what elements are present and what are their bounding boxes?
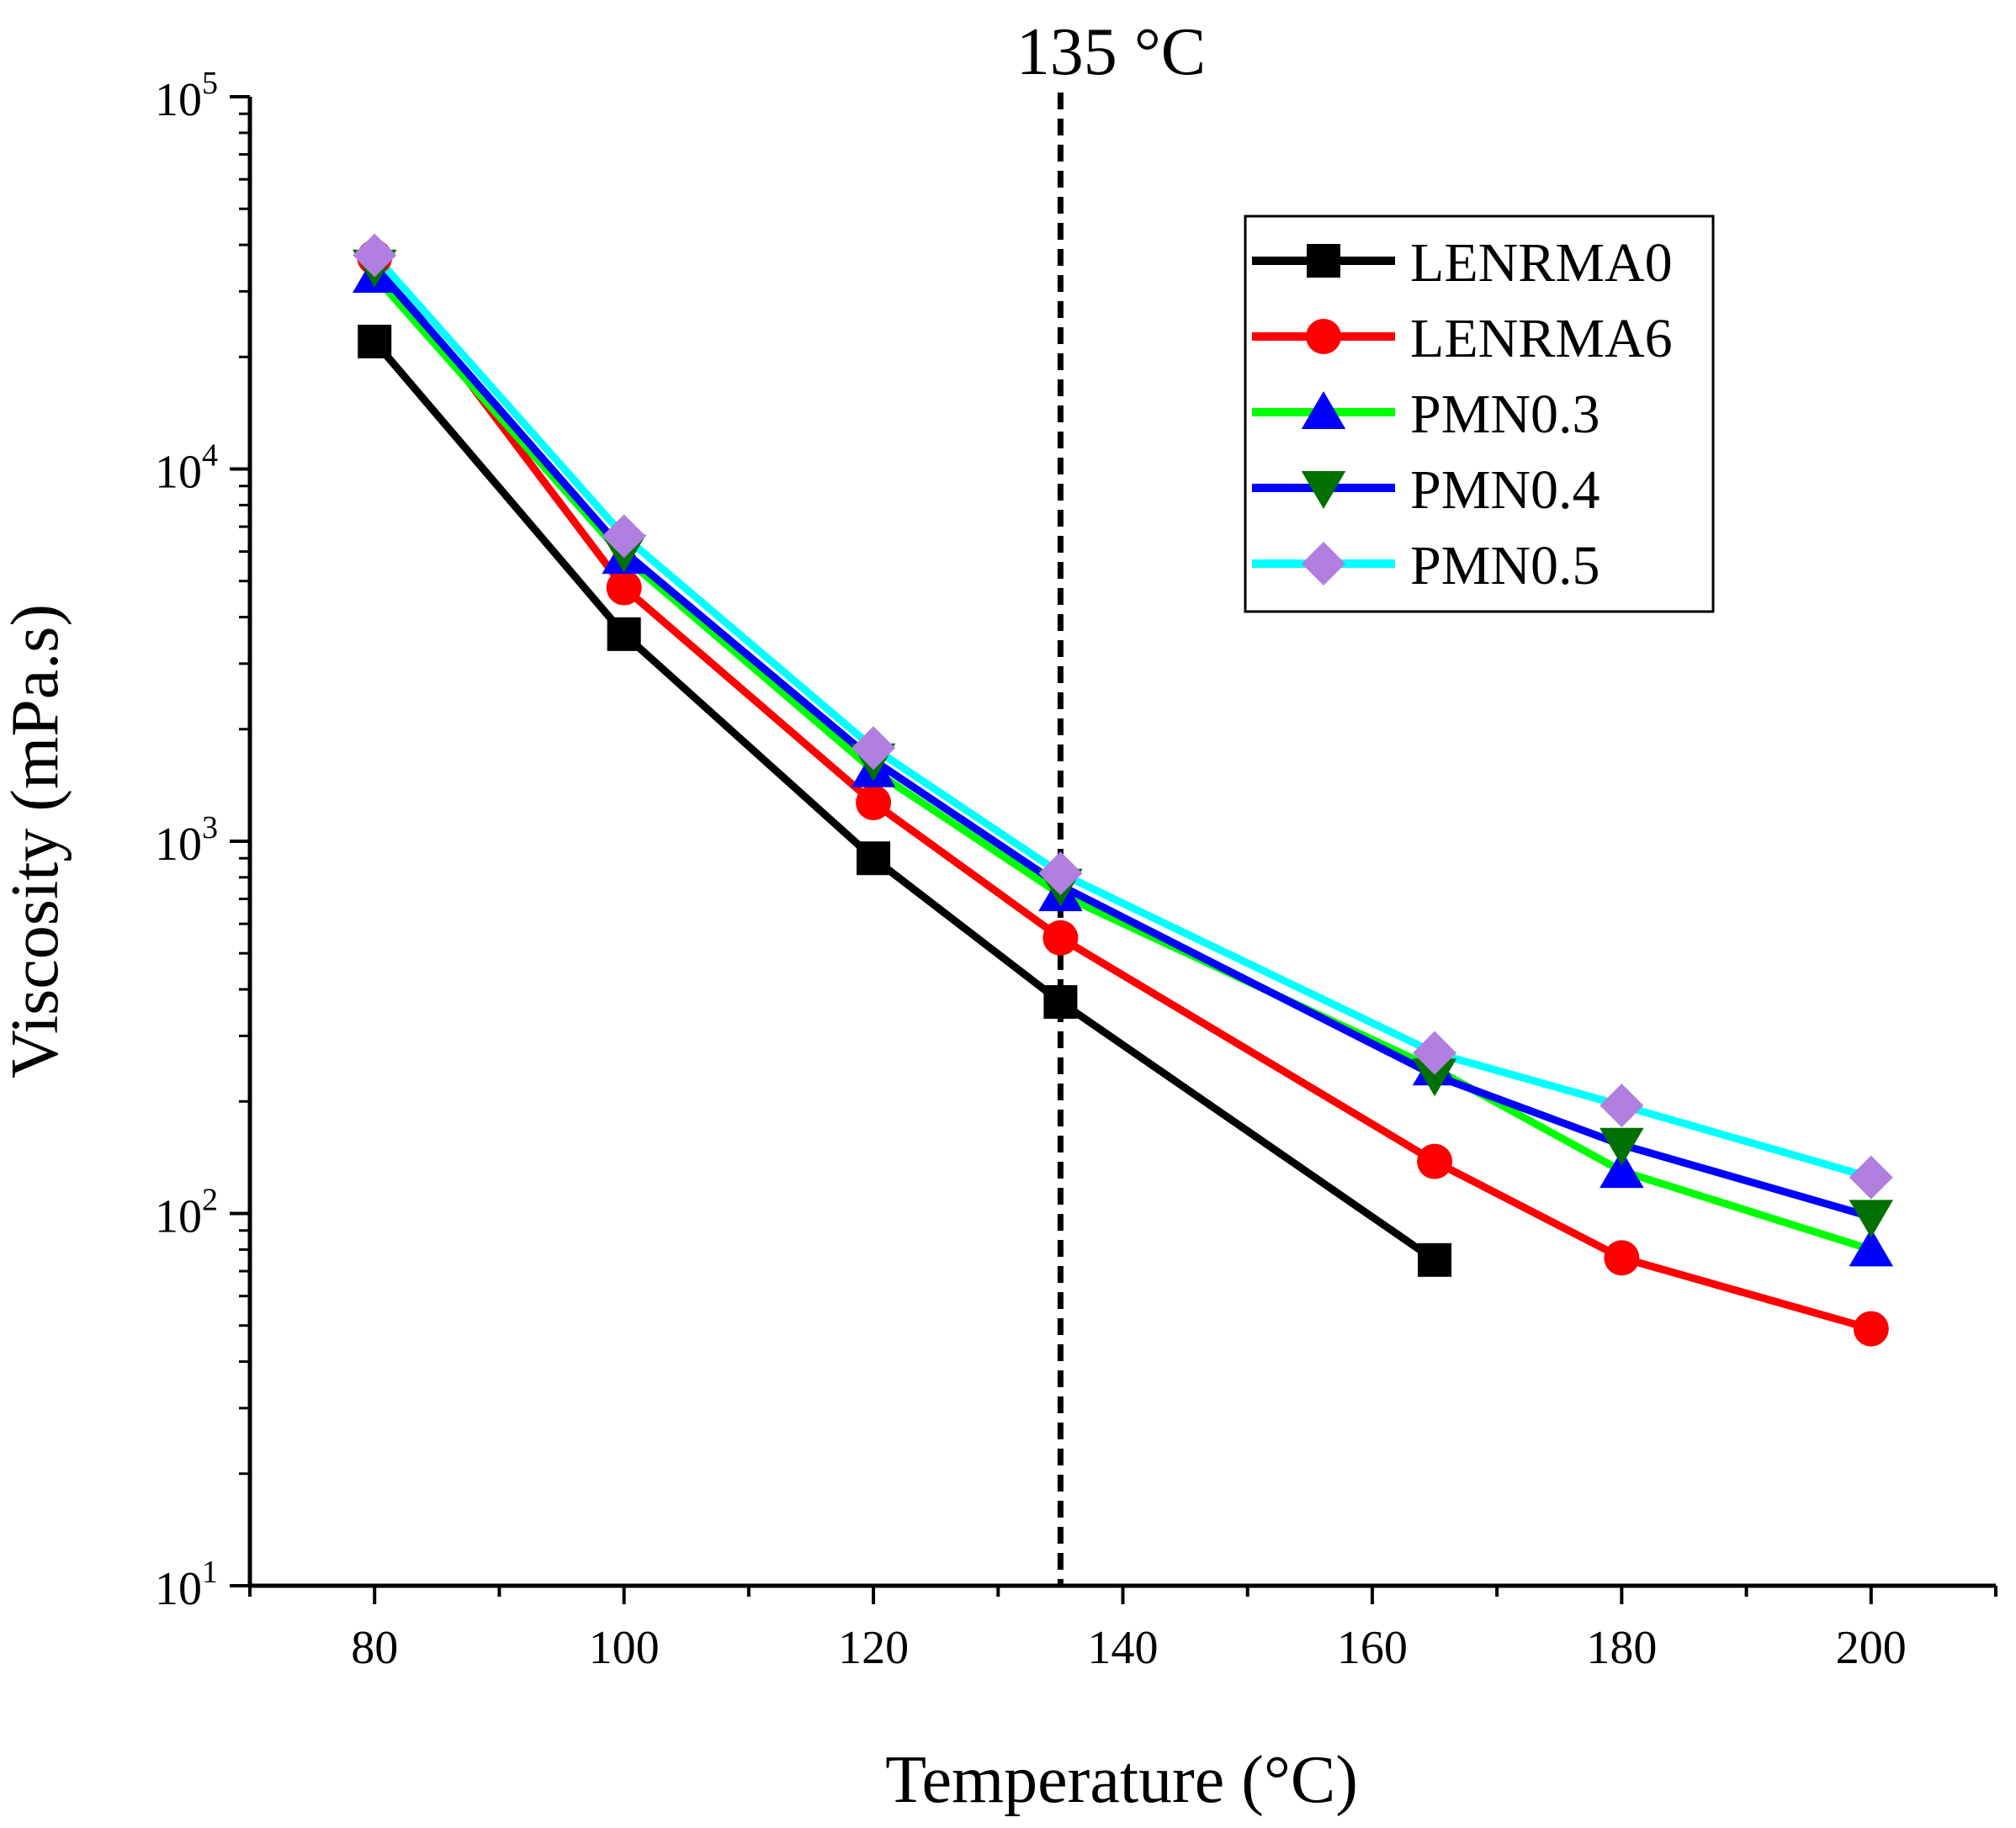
x-tick-label: 80 — [351, 1622, 398, 1674]
data-point-lenrma0 — [358, 324, 392, 358]
legend-marker — [1302, 542, 1345, 585]
data-point-lenrma0 — [1043, 985, 1078, 1020]
y-tick-label: 103 — [155, 810, 218, 871]
legend-label: LENRMA0 — [1410, 232, 1673, 294]
reference-line-group: 135 °C — [1016, 15, 1206, 1586]
axes: 80 100 120 140 160 180 200 101 102 103 104 105 — [155, 66, 1997, 1674]
x-tick-label: 140 — [1088, 1622, 1159, 1674]
data-point-lenrma0 — [607, 617, 641, 651]
x-tick-label: 200 — [1836, 1622, 1907, 1674]
legend-marker — [1301, 391, 1346, 429]
data-point-lenrma6 — [606, 570, 642, 606]
legend-label: PMN0.4 — [1410, 459, 1600, 521]
data-point-pmn0-5 — [353, 233, 397, 278]
legend-label: PMN0.3 — [1410, 384, 1600, 445]
data-point-lenrma6 — [1604, 1240, 1640, 1276]
y-tick-label: 101 — [155, 1555, 218, 1615]
data-point-lenrma6 — [1853, 1311, 1889, 1347]
data-point-pmn0-5 — [602, 514, 646, 559]
x-tick-label: 120 — [838, 1622, 909, 1674]
data-point-lenrma6 — [1042, 919, 1079, 956]
data-point-pmn0-5 — [1413, 1031, 1457, 1075]
data-point-pmn0-4 — [1412, 1058, 1457, 1097]
series-group — [352, 233, 1894, 1347]
data-point-pmn0-3 — [1600, 1150, 1644, 1189]
legend-marker — [1307, 244, 1340, 278]
data-point-lenrma0 — [1418, 1243, 1452, 1277]
data-point-pmn0-5 — [1600, 1084, 1644, 1128]
data-point-pmn0-5 — [851, 726, 896, 771]
data-point-pmn0-4 — [1600, 1127, 1644, 1166]
reference-line-label: 135 °C — [1016, 15, 1206, 89]
data-point-lenrma6 — [856, 785, 892, 821]
x-tick-label: 180 — [1586, 1622, 1657, 1674]
data-point-lenrma6 — [1417, 1143, 1453, 1179]
legend-marker — [1306, 319, 1341, 354]
data-point-pmn0-4 — [1849, 1200, 1894, 1238]
data-point-lenrma0 — [857, 841, 891, 876]
x-tick-label: 160 — [1337, 1622, 1408, 1674]
y-tick-label: 104 — [155, 438, 218, 499]
legend-label: PMN0.5 — [1410, 535, 1600, 596]
x-axis-title: Temperature (°C) — [885, 1743, 1358, 1817]
legend: LENRMA0 LENRMA6 PMN0.3 PMN0.4 PMN0.5 — [1244, 215, 1715, 613]
data-point-pmn0-3 — [1849, 1228, 1894, 1267]
y-tick-label: 102 — [155, 1183, 218, 1243]
legend-marker — [1301, 471, 1346, 509]
legend-label: LENRMA6 — [1410, 308, 1673, 369]
data-point-pmn0-5 — [1849, 1155, 1893, 1200]
y-axis-title: Viscosity (mPa.s) — [0, 604, 72, 1078]
x-tick-label: 100 — [589, 1622, 660, 1674]
data-point-pmn0-5 — [1038, 851, 1083, 896]
y-tick-label: 105 — [155, 66, 218, 126]
